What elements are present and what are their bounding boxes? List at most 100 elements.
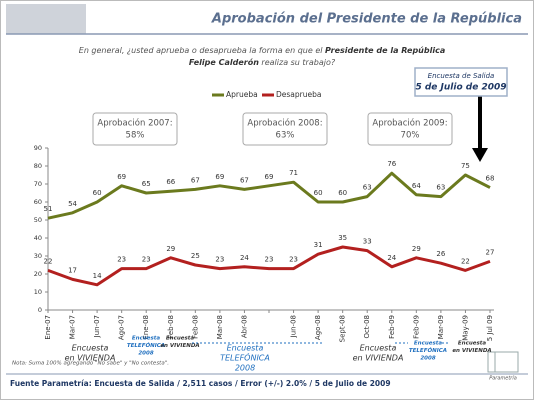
source: Fuente Parametría: Encuesta de Salida / … <box>10 379 391 388</box>
data-label: 63 <box>436 184 445 192</box>
summary-text: 58% <box>126 131 145 141</box>
question: Felipe Calderón realiza su trabajo? <box>189 57 336 67</box>
series-line <box>47 171 491 220</box>
x-tick-label: Sept-08 <box>339 315 347 342</box>
summary-text: 70% <box>401 131 420 141</box>
data-label: 22 <box>461 257 470 265</box>
data-label: 33 <box>363 238 372 246</box>
data-label: 68 <box>486 175 495 183</box>
x-tick-label: Mar-09 <box>437 315 445 339</box>
period-label: 2008 <box>420 356 435 362</box>
x-tick-label: Ene-07 <box>44 315 52 340</box>
callout-text: 5 de Julio de 2009 <box>415 83 506 93</box>
y-tick-label: 50 <box>34 216 42 224</box>
data-label: 63 <box>363 184 372 192</box>
period-label: Encuesta <box>360 344 397 353</box>
x-tick-label: Feb-08 <box>167 315 175 339</box>
period-label: en VIVIENDA <box>65 354 116 363</box>
data-label: 26 <box>436 250 445 258</box>
x-tick-label: Feb-09 <box>412 315 420 339</box>
question-part: realiza su trabajo? <box>259 58 336 67</box>
period-label: Encuesta <box>132 336 160 342</box>
period-label: TELEFÓNICA <box>220 352 270 363</box>
x-tick-label: Oct-08 <box>363 315 371 339</box>
period-label: TELEFÓNICA <box>127 342 165 349</box>
data-label: 60 <box>93 189 102 197</box>
y-tick-label: 10 <box>34 288 42 296</box>
data-label: 23 <box>215 256 224 264</box>
data-label: 25 <box>191 252 200 260</box>
period-label: en VIVIENDA <box>452 348 491 354</box>
period-label: en VIVIENDA <box>353 354 404 363</box>
x-tick-label: 5 Jul 09 <box>486 315 494 341</box>
data-label: 67 <box>240 176 249 184</box>
summary-box <box>242 112 328 146</box>
callout-box <box>414 67 508 97</box>
question-part: En general, ¿usted aprueba o desaprueba … <box>79 46 325 55</box>
x-tick-label: Abr-08 <box>240 315 248 338</box>
data-label: 76 <box>387 160 396 168</box>
question-part: Felipe Calderón <box>189 57 259 67</box>
chart-title: Aprobación del Presidente de la Repúblic… <box>211 12 522 27</box>
logo-mark <box>487 351 519 373</box>
series-line <box>47 245 491 287</box>
data-label: 23 <box>265 256 274 264</box>
data-label: 66 <box>166 178 175 186</box>
data-label: 31 <box>314 241 323 249</box>
period-label: en VIVIENDA <box>160 343 199 349</box>
summary-box <box>367 112 453 146</box>
y-tick-label: 60 <box>34 198 42 206</box>
data-label: 54 <box>68 200 77 208</box>
data-label: 23 <box>142 256 151 264</box>
x-tick-label: Feb-09 <box>388 315 396 339</box>
data-label: 71 <box>289 169 298 177</box>
x-tick-label: Jun-08 <box>290 315 298 338</box>
question: En general, ¿usted aprueba o desaprueba … <box>79 46 445 55</box>
callout-arrowhead <box>472 148 488 162</box>
legend-label: Desaprueba <box>276 90 321 99</box>
legend-label: Aprueba <box>226 90 258 99</box>
summary-text: Aprobación 2007: <box>97 118 172 129</box>
data-label: 29 <box>412 245 421 253</box>
x-tick-label: Ago-08 <box>314 315 322 340</box>
data-label: 22 <box>44 257 53 265</box>
y-tick-label: 40 <box>34 234 42 242</box>
note: Nota: Suma 100% agregando "No sabe" y "N… <box>12 361 169 367</box>
data-label: 17 <box>68 266 77 274</box>
period-label: 2008 <box>138 351 153 357</box>
period-label: Encuesta <box>227 344 264 353</box>
data-label: 64 <box>412 182 421 190</box>
data-label: 60 <box>314 189 323 197</box>
y-tick-label: 90 <box>34 144 42 152</box>
summary-text: Aprobación 2008: <box>247 118 322 129</box>
period-label: 2008 <box>235 364 255 373</box>
period-label: Encuesta <box>72 344 109 353</box>
y-tick-label: 80 <box>34 162 42 170</box>
data-label: 69 <box>215 173 224 181</box>
data-label: 35 <box>338 234 347 242</box>
period-label: Encuesta <box>414 341 442 347</box>
data-label: 75 <box>461 162 470 170</box>
header-image <box>6 4 86 34</box>
x-tick-label: Ago-07 <box>118 315 126 340</box>
data-label: 29 <box>166 245 175 253</box>
x-tick-label: Feb-08 <box>191 315 199 339</box>
period-label: TELEFÓNICA <box>409 347 447 354</box>
data-label: 69 <box>117 173 126 181</box>
summary-box <box>92 112 178 146</box>
period-label: Encuesta <box>458 341 486 347</box>
summary-text: 63% <box>276 131 295 141</box>
data-label: 69 <box>265 173 274 181</box>
logo-text: Parametría <box>489 375 517 382</box>
data-label: 23 <box>117 256 126 264</box>
x-tick-label: Mar-07 <box>69 315 77 339</box>
y-tick-label: 70 <box>34 180 42 188</box>
data-label: 67 <box>191 176 200 184</box>
question-part: Presidente de la República <box>325 46 445 55</box>
data-label: 23 <box>289 256 298 264</box>
data-label: 24 <box>240 254 249 262</box>
data-label: 65 <box>142 180 151 188</box>
x-tick-label: May-09 <box>461 315 469 341</box>
